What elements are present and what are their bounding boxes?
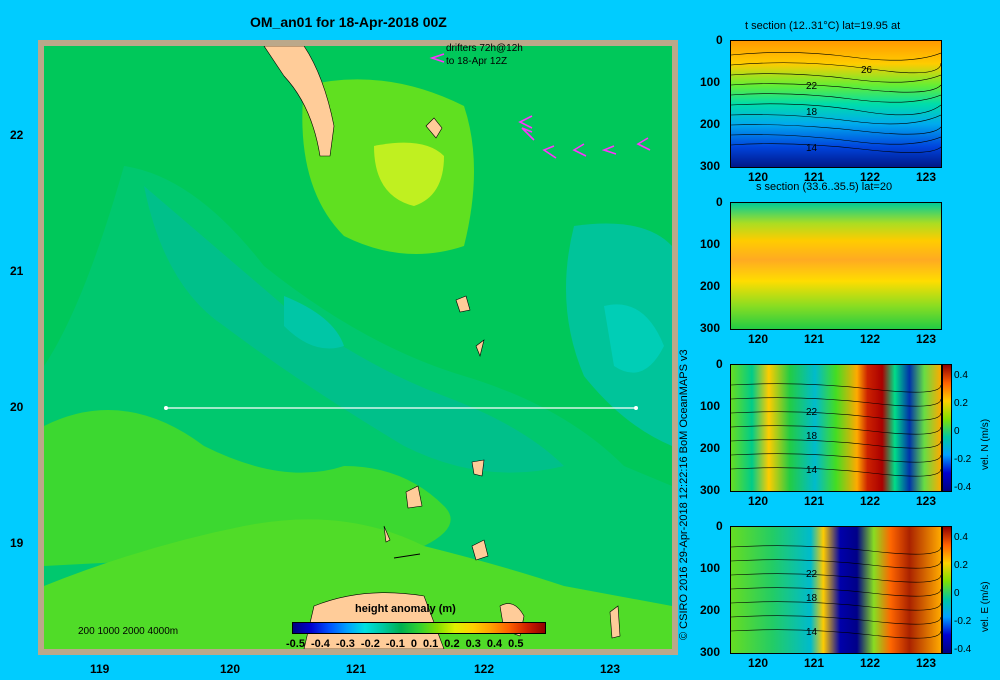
s-section-title: s section (33.6..35.5) lat=20 <box>756 181 893 193</box>
t-contour-22: 22 <box>806 81 818 92</box>
height-anomaly-field <box>44 46 672 649</box>
panel-lon-tick: 121 <box>804 170 825 184</box>
depth-tick: 200 <box>700 117 721 131</box>
panel-lon-tick: 122 <box>860 170 881 184</box>
vel-cbar-tick: -0.2 <box>954 454 972 465</box>
map-title: OM_an01 for 18-Apr-2018 00Z <box>250 14 447 30</box>
lat-tick-19: 19 <box>10 536 24 550</box>
vel-e-contours: 22 18 14 <box>731 545 941 639</box>
depth-tick: 100 <box>700 237 721 251</box>
vel-cbar-tick: 0.2 <box>954 560 968 571</box>
panel-lon-tick: 123 <box>916 656 937 670</box>
panel-lon-tick: 121 <box>804 332 825 346</box>
vn-contour-22: 22 <box>806 407 818 418</box>
lon-tick-123: 123 <box>600 662 621 676</box>
ve-contour-14: 14 <box>806 627 818 638</box>
lat-tick-21: 21 <box>10 264 24 278</box>
ve-contour-22: 22 <box>806 569 818 580</box>
copyright-text: © CSIRO 2016 29-Apr-2018 12:22:16 BoM Oc… <box>678 349 690 640</box>
panel-lon-tick: 123 <box>916 332 937 346</box>
colorbar-tick: -0.4 <box>310 638 330 650</box>
depth-tick: 0 <box>716 357 723 371</box>
t-contour-18: 18 <box>806 107 818 118</box>
depth-tick: 200 <box>700 441 721 455</box>
drifters-label: drifters 72h@12h to 18-Apr 12Z <box>446 42 523 68</box>
t-contour-14: 14 <box>806 143 818 154</box>
panel-lon-tick: 122 <box>860 656 881 670</box>
colorbar-tick: 0 <box>410 638 417 650</box>
vel-e-label: vel. E (m/s) <box>980 581 991 632</box>
lon-tick-120: 120 <box>220 662 241 676</box>
colorbar-tick: 0.1 <box>422 638 439 650</box>
vn-contour-18: 18 <box>806 431 818 442</box>
t-section-title: t section (12..31°C) lat=19.95 at <box>745 20 901 32</box>
drifters-label-line1: drifters 72h@12h <box>446 43 523 54</box>
vel-e-section-panel[interactable]: 22 18 14 <box>730 526 942 654</box>
colorbar-ticks: -0.5 -0.4 -0.3 -0.2 -0.1 0 0.1 0.2 0.3 0.4 0.5 <box>286 638 529 650</box>
colorbar-tick: -0.2 <box>360 638 380 650</box>
colorbar-tick: 0.4 <box>486 638 503 650</box>
t-contour-26: 26 <box>861 65 873 76</box>
vel-cbar-tick: 0 <box>954 588 960 599</box>
panel-lon-tick: 120 <box>748 494 769 508</box>
vel-n-colorbar <box>942 364 952 492</box>
lat-tick-22: 22 <box>10 128 24 142</box>
lat-tick-20: 20 <box>10 400 24 414</box>
vel-n-contours: 22 18 14 <box>731 383 941 477</box>
vel-n-label: vel. N (m/s) <box>980 418 991 470</box>
panel-lon-tick: 123 <box>916 170 937 184</box>
lon-tick-122: 122 <box>474 662 495 676</box>
colorbar-tick: -0.3 <box>335 638 355 650</box>
panel-lon-tick: 120 <box>748 332 769 346</box>
vel-cbar-tick: 0.4 <box>954 370 968 381</box>
main-map[interactable] <box>38 40 678 655</box>
vel-cbar-tick: -0.4 <box>954 644 972 655</box>
colorbar-tick: -0.5 <box>286 638 305 650</box>
panel-lon-tick: 120 <box>748 656 769 670</box>
vel-cbar-tick: -0.4 <box>954 482 972 493</box>
panel-lon-tick: 121 <box>804 656 825 670</box>
panel-lon-tick: 121 <box>804 494 825 508</box>
vel-e-colorbar <box>942 526 952 654</box>
depth-tick: 0 <box>716 519 723 533</box>
panel-lon-tick: 123 <box>916 494 937 508</box>
panel-lon-tick: 120 <box>748 170 769 184</box>
colorbar-title: height anomaly (m) <box>355 603 456 615</box>
lon-tick-119: 119 <box>90 662 110 676</box>
colorbar-tick: -0.1 <box>385 638 405 650</box>
depth-tick: 0 <box>716 195 723 209</box>
depth-tick: 0 <box>716 33 723 47</box>
vel-n-section-panel[interactable]: 22 18 14 <box>730 364 942 492</box>
vel-cbar-tick: 0 <box>954 426 960 437</box>
ve-contour-18: 18 <box>806 593 818 604</box>
vel-cbar-tick: 0.4 <box>954 532 968 543</box>
depth-tick: 300 <box>700 321 721 335</box>
depth-tick: 300 <box>700 159 721 173</box>
depth-tick: 300 <box>700 483 721 497</box>
vn-contour-14: 14 <box>806 465 818 476</box>
depth-tick: 100 <box>700 399 721 413</box>
height-anomaly-colorbar <box>292 622 546 634</box>
depth-tick: 200 <box>700 603 721 617</box>
depth-tick: 100 <box>700 561 721 575</box>
depth-tick: 200 <box>700 279 721 293</box>
depth-contour-legend: 200 1000 2000 4000m <box>78 626 179 637</box>
colorbar-tick: 0.5 <box>508 638 524 650</box>
t-section-contours: 26 22 18 14 <box>731 52 941 154</box>
colorbar-tick: 0.3 <box>465 638 481 650</box>
s-section-panel[interactable] <box>730 202 942 330</box>
panel-lon-tick: 122 <box>860 494 881 508</box>
depth-tick: 100 <box>700 75 721 89</box>
t-section-panel[interactable]: 26 22 18 14 <box>730 40 942 168</box>
panel-lon-tick: 122 <box>860 332 881 346</box>
lon-tick-121: 121 <box>346 662 367 676</box>
colorbar-tick: 0.2 <box>444 638 460 650</box>
vel-cbar-tick: 0.2 <box>954 398 968 409</box>
vel-cbar-tick: -0.2 <box>954 616 972 627</box>
depth-tick: 300 <box>700 645 721 659</box>
drifters-label-line2: to 18-Apr 12Z <box>446 56 508 67</box>
